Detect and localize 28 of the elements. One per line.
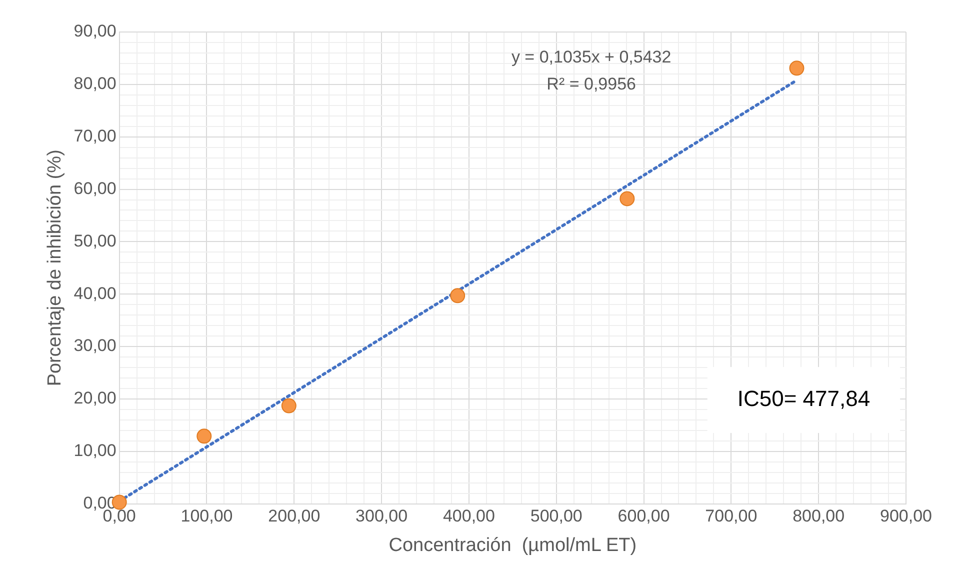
annotation: IC50= 477,84: [737, 386, 870, 412]
point: [620, 191, 635, 206]
point: [281, 398, 296, 414]
point: [196, 428, 212, 444]
y-axis-title: Porcentaje de inhibición (%): [44, 150, 66, 386]
y-tick-label: 40,00: [74, 284, 116, 303]
y-tick-label: 60,00: [74, 178, 116, 198]
x-tick-label: 300,00: [356, 506, 408, 526]
y-tick-label: 20,00: [74, 388, 116, 408]
annotation: y = 0,1035x + 0,5432: [511, 48, 672, 67]
y-tick-label: 50,00: [74, 231, 116, 250]
annotation: R² = 0,9956: [546, 74, 636, 94]
x-tick-label: 400,00: [442, 506, 495, 526]
x-axis-title: Concentración (µmol/mL ET): [388, 534, 637, 556]
x-tick-label: 900,00: [880, 506, 932, 526]
y-tick-label: 70,00: [74, 126, 116, 146]
x-tick-label: 800,00: [792, 506, 845, 526]
y-tick-label: 80,00: [74, 74, 116, 94]
x-tick-label: 600,00: [618, 506, 670, 526]
y-tick-label: 10,00: [74, 441, 116, 460]
x-tick-label: 700,00: [705, 506, 758, 526]
point: [789, 60, 804, 76]
x-tick-label: 500,00: [530, 506, 582, 526]
point: [450, 288, 466, 304]
x-tick-label: 100,00: [180, 506, 233, 526]
y-tick-label: 90,00: [74, 22, 116, 41]
y-tick-label: 30,00: [74, 336, 116, 356]
x-tick-label: 200,00: [268, 506, 320, 526]
